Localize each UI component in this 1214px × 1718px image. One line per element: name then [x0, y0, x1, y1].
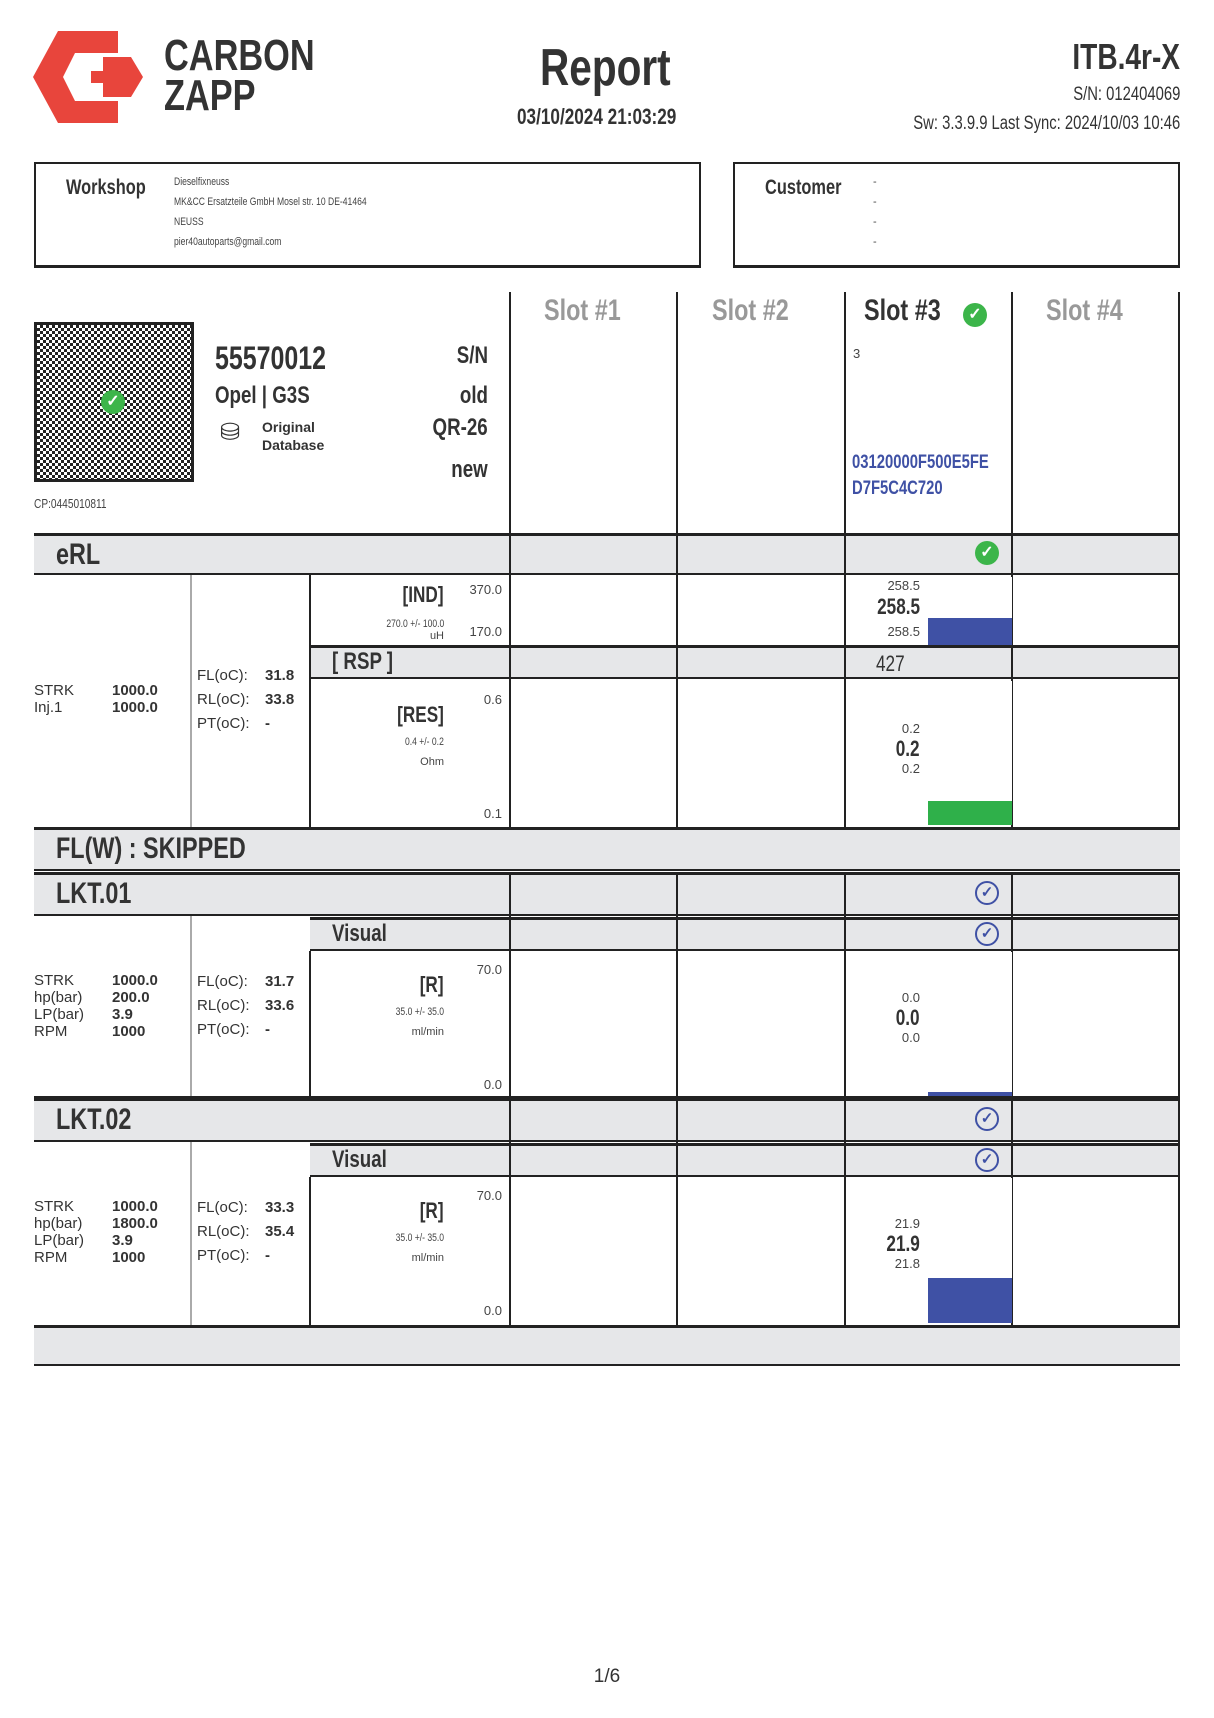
lkt02-section-bar	[34, 1098, 1180, 1142]
lkt02-visual-check-icon: ✓	[975, 1148, 999, 1172]
lkt-temperatures: FL(oC): 31.7 RL(oC): 33.6 PT(oC): -	[197, 973, 295, 1038]
r-lo: 0.0	[901, 1030, 920, 1045]
erl-section-bar	[34, 533, 1180, 575]
r-max: 70.0	[476, 962, 502, 977]
report-title: Report	[540, 39, 671, 97]
rsp-row-bar	[310, 645, 1180, 679]
customer-label: Customer	[765, 176, 842, 199]
lkt01-visual-label: Visual	[332, 920, 387, 947]
r-lo: 21.8	[894, 1256, 920, 1271]
lkt01-section-bar	[34, 872, 1180, 916]
r-slot-3-bar	[928, 1178, 1012, 1323]
slot-1-header: Slot #1	[544, 294, 622, 327]
slot-3-header: Slot #3	[864, 294, 941, 327]
flw-title: FL(W) : SKIPPED	[56, 832, 246, 865]
injector-brand: Opel | G3S	[215, 382, 310, 409]
r-unit: ml/min	[411, 1026, 444, 1038]
r-min: 0.0	[483, 1303, 502, 1318]
ind-spec: 270.0 +/- 100.0	[386, 618, 444, 630]
r-min: 0.0	[483, 1077, 502, 1092]
page-number: 1/6	[593, 1666, 621, 1687]
res-label: [RES]	[397, 702, 444, 727]
lkt02-slot-3-check-icon: ✓	[975, 1107, 999, 1131]
slot-3-sn: 3	[853, 346, 861, 361]
res-spec: 0.4 +/- 0.2	[405, 736, 444, 748]
software-sync: Sw: 3.3.9.9 Last Sync: 2024/10/03 10:46	[913, 113, 1180, 134]
lkt02-visual-label: Visual	[332, 1146, 387, 1173]
res-slot-3-bar	[928, 681, 1012, 825]
r-label: [R]	[420, 1198, 444, 1223]
r-unit: ml/min	[411, 1252, 444, 1264]
res-max: 0.6	[483, 692, 502, 707]
r-value: 21.9	[886, 1231, 920, 1256]
erl-temperatures: FL(oC): 31.8 RL(oC): 33.8 PT(oC): -	[197, 667, 295, 732]
device-serial: S/N: 012404069	[1072, 84, 1180, 105]
workshop-details: Dieselfixneuss MK&CC Ersatzteile GmbH Mos…	[174, 176, 367, 248]
res-value: 0.2	[896, 736, 920, 761]
lkt02-visual-bar	[310, 1143, 1180, 1177]
lkt-conditions: STRK 1000.0 hp(bar) 1800.0 LP(bar) 3.9 RPM 1000	[34, 1198, 158, 1266]
r-spec: 35.0 +/- 35.0	[395, 1006, 444, 1018]
customer-details: ----	[873, 176, 877, 248]
lkt01-title: LKT.01	[56, 877, 132, 910]
erl-title: eRL	[56, 538, 101, 571]
lkt-temperatures: FL(oC): 33.3 RL(oC): 35.4 PT(oC): -	[197, 1199, 295, 1264]
ind-value: 258.5	[877, 594, 920, 619]
rsp-label: [ RSP ]	[332, 648, 394, 675]
flw-section-bar	[34, 827, 1180, 871]
ind-max: 370.0	[469, 582, 502, 597]
customer-box: Customer ----	[733, 162, 1180, 268]
r-hi: 21.9	[894, 1216, 920, 1231]
ind-label: [IND]	[403, 582, 444, 607]
r-hi: 0.0	[901, 990, 920, 1005]
lkt01-slot-3-check-icon: ✓	[975, 881, 999, 905]
workshop-label: Workshop	[66, 176, 146, 199]
old-label: old	[459, 382, 488, 409]
r-value: 0.0	[896, 1005, 920, 1030]
res-unit: Ohm	[420, 756, 444, 768]
slot-2-header: Slot #2	[711, 294, 789, 327]
r-spec: 35.0 +/- 35.0	[395, 1232, 444, 1244]
workshop-box: Workshop Dieselfixneuss MK&CC Ersatzteile…	[34, 162, 701, 268]
erl-conditions: STRK 1000.0 Inj.1 1000.0	[34, 682, 158, 716]
qr-label: QR-26	[432, 414, 488, 441]
sn-label: S/N	[456, 342, 488, 369]
ind-min: 170.0	[469, 624, 502, 639]
ind-slot-3-bar	[928, 577, 1012, 645]
slot-3-code: 03120000F500E5FE D7F5C4C720	[852, 452, 989, 499]
footer-bar	[34, 1325, 1180, 1366]
r-max: 70.0	[476, 1188, 502, 1203]
slot-4-header: Slot #4	[1046, 294, 1124, 327]
brand-name: CARBON ZAPP	[164, 31, 315, 120]
r-slot-3-bar	[928, 952, 1012, 1096]
ind-hi: 258.5	[887, 578, 920, 593]
cp-number: CP:0445010811	[34, 496, 107, 511]
report-datetime: 03/10/2024 21:03:29	[517, 104, 677, 129]
carbon-zapp-logo	[33, 31, 143, 123]
ind-lo: 258.5	[887, 624, 920, 639]
database-label: Original Database	[262, 419, 325, 453]
new-label: new	[451, 456, 488, 483]
res-lo: 0.2	[901, 761, 920, 776]
lkt01-visual-check-icon: ✓	[975, 922, 999, 946]
device-model: ITB.4r-X	[1072, 36, 1180, 77]
ind-unit: uH	[429, 630, 444, 642]
erl-slot-3-check-icon: ✓	[975, 541, 999, 565]
slot-3-check-icon: ✓	[963, 303, 987, 327]
part-number: 55570012	[215, 340, 327, 376]
res-min: 0.1	[483, 806, 502, 821]
rsp-slot-3-value: 427	[876, 651, 905, 676]
database-icon: ⛁	[220, 419, 241, 446]
qr-valid-check-icon: ✓	[101, 390, 125, 414]
lkt01-visual-bar	[310, 917, 1180, 951]
res-hi: 0.2	[901, 721, 920, 736]
r-label: [R]	[420, 972, 444, 997]
lkt02-title: LKT.02	[56, 1103, 132, 1136]
lkt-conditions: STRK 1000.0 hp(bar) 200.0 LP(bar) 3.9 RPM 1000	[34, 972, 158, 1040]
